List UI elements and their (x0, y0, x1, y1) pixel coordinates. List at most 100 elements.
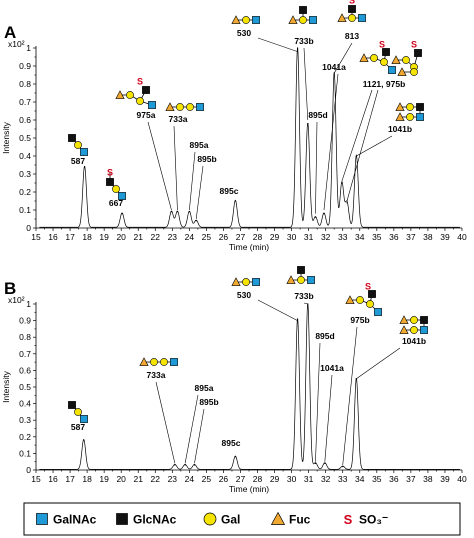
galnac-icon (170, 358, 178, 366)
glcnac-icon (106, 178, 114, 186)
galnac-icon (252, 278, 260, 286)
x-tick-label: 19 (99, 232, 109, 242)
leader-line (342, 326, 358, 466)
glcnac-icon (142, 86, 150, 94)
fuc-icon (288, 15, 298, 24)
galnac-icon (118, 192, 126, 200)
glcnac-icon (297, 266, 305, 274)
peak-point (342, 466, 344, 468)
glycan-733a-b (139, 357, 178, 366)
galnac-icon (420, 326, 428, 334)
peak-label: 1041b (388, 124, 412, 134)
fuc-icon (337, 13, 347, 22)
peak-label: 813 (345, 31, 359, 41)
x-tick-label: 30 (287, 232, 297, 242)
gal-icon (160, 358, 168, 366)
x-tick-label: 29 (270, 232, 280, 242)
x-tick-label: 34 (355, 232, 365, 242)
legend-item: Fuc (270, 511, 311, 527)
gal-icon (186, 103, 194, 111)
leader-line (356, 347, 401, 379)
peak-point (195, 220, 197, 222)
y-tick-label: 0.5 (19, 382, 31, 392)
galnac-icon (358, 14, 366, 22)
y-tick-label: 0.6 (19, 365, 31, 375)
gal-icon (410, 316, 418, 324)
glycan-587 (68, 134, 88, 156)
x-tick-label: 40 (457, 474, 467, 484)
glcnac-icon (414, 49, 422, 57)
sulfate-icon: S (137, 77, 143, 87)
x-tick-label: 27 (236, 232, 246, 242)
peak-point (296, 47, 299, 49)
peak-label: 667 (109, 198, 123, 208)
peak-label: 587 (71, 156, 85, 166)
glcnac-icon (68, 134, 76, 142)
x-tick-label: 39 (440, 232, 450, 242)
x-tick-label: 24 (185, 474, 195, 484)
glycan-975b-b: S (345, 282, 382, 316)
leader-line (147, 121, 172, 211)
x-tick-label: 19 (99, 474, 109, 484)
peak-point (323, 213, 325, 215)
glycan-530b (231, 277, 260, 286)
x-tick-label: 31 (304, 474, 314, 484)
x-tick-label: 33 (338, 474, 348, 484)
leader-line (346, 89, 379, 202)
legend-item: Gal (203, 513, 240, 527)
leader-line (333, 42, 353, 74)
y-tick-label: 0.3 (19, 415, 31, 425)
fuc-icon (231, 15, 241, 24)
panel-letter: B (4, 279, 16, 298)
y-tick-label: 0.6 (19, 115, 31, 125)
peak-label: 1041a (322, 62, 346, 72)
legend-label: Fuc (289, 513, 311, 527)
y-tick-label: 0.2 (19, 432, 31, 442)
gal-icon (356, 296, 364, 304)
fuc-icon (165, 102, 175, 111)
galnac-icon (252, 16, 260, 24)
legend-label: SO₃⁻ (359, 513, 388, 527)
legend-item: GalNAc (36, 513, 97, 527)
x-tick-label: 37 (406, 474, 416, 484)
x-tick-label: 24 (185, 232, 195, 242)
fuc-icon (270, 511, 286, 525)
peak-label: 530 (237, 290, 251, 300)
peak-label: 530 (237, 28, 251, 38)
gal-icon (380, 58, 388, 66)
glcnac-icon (368, 290, 376, 298)
x-tick-label: 26 (219, 232, 229, 242)
peak-point (234, 456, 236, 458)
x-tick-label: 30 (287, 474, 297, 484)
x-tick-label: 27 (236, 474, 246, 484)
x-tick-label: 16 (48, 474, 58, 484)
sulfate-icon: S (365, 282, 371, 292)
glcnac-icon (68, 401, 76, 409)
glycan-1121: S (391, 40, 422, 76)
peak-label: 975a (137, 110, 156, 120)
x-tick-label: 18 (82, 474, 92, 484)
gal-icon (242, 16, 250, 24)
leader-line (155, 381, 176, 464)
galnac-icon (374, 308, 382, 316)
x-tick-label: 20 (116, 474, 126, 484)
x-tick-label: 22 (151, 232, 161, 242)
galnac-icon (196, 103, 204, 111)
glycan-667: S (106, 168, 126, 200)
galnac-icon (416, 113, 424, 121)
x-tick-label: 38 (423, 474, 433, 484)
y-tick-label: 0.4 (19, 399, 31, 409)
gal-icon (410, 68, 418, 76)
y-scale-label: x10² (8, 39, 25, 49)
x-tick-label: 31 (304, 232, 314, 242)
gal-icon (112, 185, 120, 193)
sulfate-icon: S (349, 0, 355, 6)
x-tick-label: 29 (270, 474, 280, 484)
gal-icon (370, 54, 378, 62)
gal-icon (297, 276, 305, 284)
x-tick-label: 18 (82, 232, 92, 242)
fuc-icon (395, 102, 405, 111)
x-tick-label: 21 (134, 474, 144, 484)
